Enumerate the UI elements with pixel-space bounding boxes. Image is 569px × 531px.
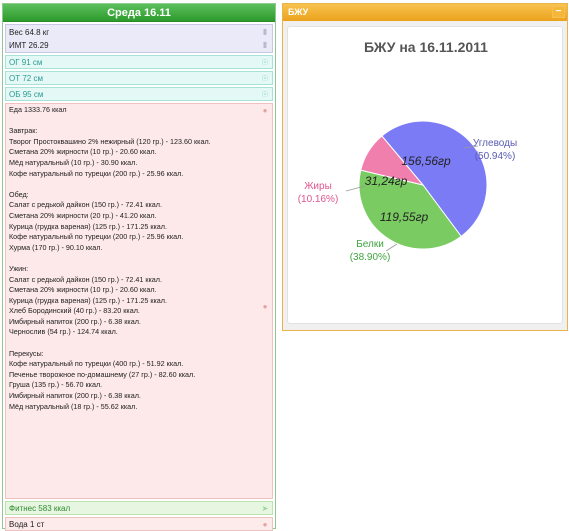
measurement-hips[interactable]: ОБ 95 см ☉ — [5, 87, 273, 101]
food-item: Хлеб Бородинский (40 гр.) - 83.20 ккал. — [9, 306, 140, 316]
macros-panel: БЖУ − БЖУ на 16.11.2011 156,56гр 119,55гр… — [282, 3, 568, 331]
lock-icon[interactable]: ▮ — [262, 40, 268, 49]
pie-slice-0[interactable] — [381, 120, 488, 238]
bmi-value: ИМТ 26.29 — [9, 41, 49, 50]
food-item: Сметана 20% жирности (10 гр.) - 20.60 кк… — [9, 147, 157, 157]
food-item: Чернослив (54 гр.) - 124.74 ккал. — [9, 327, 118, 337]
measurement-label: ОТ 72 см — [9, 74, 43, 83]
measurement-chest[interactable]: ОГ 91 см ☉ — [5, 55, 273, 69]
macros-pie-chart: БЖУ на 16.11.2011 156,56гр 119,55гр 31,24г… — [298, 39, 517, 263]
food-item: Печенье творожное по-домашнему (27 гр.) … — [9, 369, 196, 379]
minus-icon[interactable]: − — [552, 6, 565, 18]
day-title[interactable]: Среда 16.11 — [3, 4, 275, 22]
weight-value: Вес 64.8 кг — [9, 28, 50, 37]
spacer — [9, 116, 269, 127]
day-panel: Среда 16.11 Вес 64.8 кг ИМТ 26.29 ▮ ▮ ОГ… — [2, 3, 276, 531]
food-item: Курица (грудка вареная) (125 гр.) - 171.… — [9, 221, 167, 231]
slice-percent-label-0: (50.94%) — [475, 151, 516, 162]
food-item: Груша (135 гр.) - 56.70 ккал. — [9, 380, 103, 390]
weight-block[interactable]: Вес 64.8 кг ИМТ 26.29 ▮ ▮ — [5, 24, 273, 53]
eye-icon[interactable]: ☉ — [261, 90, 269, 99]
food-item: Сметана 20% жирности (10 гр.) - 20.60 кк… — [9, 285, 157, 295]
meal-title-dinner: Ужин: — [9, 263, 29, 273]
food-item: Кофе натуральный по турецки (200 гр.) - … — [9, 168, 184, 178]
slice-percent-label-1: (38.90%) — [350, 252, 391, 263]
apple-icon[interactable]: ● — [262, 520, 268, 529]
leader-line-2 — [345, 185, 366, 192]
slice-name-label-1: Белки — [356, 239, 384, 250]
food-item: Сметана 20% жирности (20 гр.) - 41.20 кк… — [9, 210, 157, 220]
water-value: Вода 1 ст — [9, 520, 45, 529]
chart-container: БЖУ на 16.11.2011 156,56гр 119,55гр 31,24г… — [287, 26, 563, 324]
running-shoe-icon[interactable]: ➤ — [261, 504, 269, 513]
measurement-waist[interactable]: ОТ 72 см ☉ — [5, 71, 273, 85]
slice-name-label-0: Углеводы — [473, 138, 517, 149]
food-total: Еда 1333.76 ккал — [9, 105, 67, 114]
food-item: Курица (грудка вареная) (125 гр.) - 171.… — [9, 295, 167, 305]
spacer — [9, 253, 269, 264]
pie-slice-2[interactable] — [360, 135, 425, 186]
spacer — [9, 338, 269, 349]
apple-icon[interactable]: ● — [262, 302, 268, 311]
food-item: Хурма (170 гр.) - 90.10 ккал. — [9, 242, 103, 252]
eye-icon[interactable]: ☉ — [261, 58, 269, 67]
food-item: Имбирный напиток (200 гр.) - 6.38 ккал. — [9, 391, 141, 401]
food-item: Салат с редькой дайкон (150 гр.) - 72.41… — [9, 200, 162, 210]
food-item: Салат с редькой дайкон (150 гр.) - 72.41… — [9, 274, 162, 284]
food-item: Имбирный напиток (200 гр.) - 6.38 ккал. — [9, 316, 141, 326]
food-item: Кофе натуральный по турецки (200 гр.) - … — [9, 232, 184, 242]
water-block[interactable]: Вода 1 ст ● — [5, 517, 273, 531]
food-item: Творог Простоквашино 2% нежирный (120 гр… — [9, 136, 211, 146]
food-item: Мёд натуральный (18 гр.) - 55.62 ккал. — [9, 401, 138, 411]
macros-panel-title: БЖУ — [288, 7, 309, 17]
leader-line-1 — [385, 243, 398, 252]
slice-value-label-1: 119,55гр — [380, 210, 429, 224]
leader-line-0 — [463, 145, 479, 149]
food-block[interactable]: Еда 1333.76 ккал ● Завтрак: Творог Прост… — [5, 103, 273, 499]
slice-value-label-2: 31,24гр — [365, 174, 408, 188]
slice-name-label-2: Жиры — [304, 181, 332, 192]
slice-value-label-0: 156,56гр — [401, 154, 451, 168]
fitness-block[interactable]: Фитнес 583 ккал ➤ — [5, 501, 273, 515]
food-item: Мёд натуральный (10 гр.) - 30.90 ккал. — [9, 157, 138, 167]
lock-icon[interactable]: ▮ — [262, 27, 268, 36]
meal-title-lunch: Обед: — [9, 189, 29, 199]
food-item: Кофе натуральный по турецки (400 гр.) - … — [9, 359, 184, 369]
apple-icon[interactable]: ● — [262, 106, 268, 115]
measurement-label: ОБ 95 см — [9, 90, 44, 99]
fitness-value: Фитнес 583 ккал — [9, 504, 71, 513]
meal-title-snacks: Перекусы: — [9, 348, 44, 358]
macros-panel-header: БЖУ − — [283, 4, 567, 21]
chart-title: БЖУ на 16.11.2011 — [364, 39, 488, 55]
measurement-label: ОГ 91 см — [9, 58, 43, 67]
eye-icon[interactable]: ☉ — [261, 74, 269, 83]
slice-percent-label-2: (10.16%) — [298, 194, 339, 205]
meal-title-breakfast: Завтрак: — [9, 126, 38, 136]
spacer — [9, 179, 269, 190]
